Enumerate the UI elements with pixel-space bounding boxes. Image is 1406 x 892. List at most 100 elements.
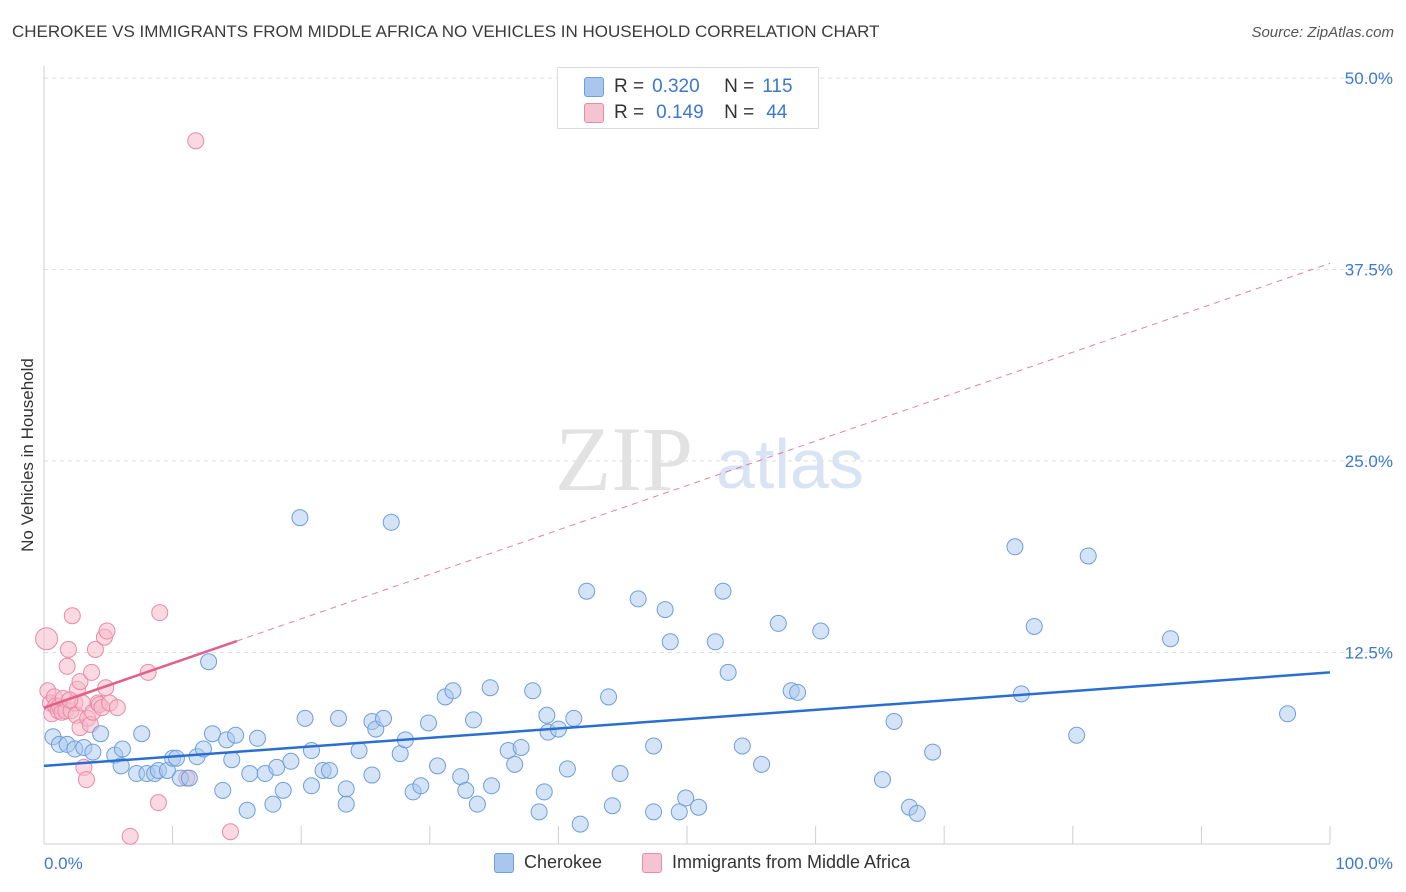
chart-title: CHEROKEE VS IMMIGRANTS FROM MIDDLE AFRIC… xyxy=(12,22,880,41)
cherokee-point xyxy=(924,743,942,761)
x-tick-label-min: 0.0% xyxy=(44,854,83,873)
cherokee-point xyxy=(645,803,663,821)
x-tick-label-max: 100.0% xyxy=(1335,854,1393,873)
source-label: Source: ZipAtlas.com xyxy=(1251,24,1394,41)
cherokee-point xyxy=(223,751,241,769)
cherokee-point xyxy=(337,795,355,813)
cherokee-point xyxy=(733,737,751,755)
legend-n-label: N = xyxy=(724,76,755,97)
legend-r-value: 0.149 xyxy=(656,102,704,123)
cherokee-point xyxy=(337,780,355,798)
cherokee-point xyxy=(468,795,486,813)
cherokee-point xyxy=(200,653,218,671)
cherokee-point xyxy=(645,737,663,755)
cherokee-point xyxy=(719,663,737,681)
cherokee-point xyxy=(302,777,320,795)
cherokee-point xyxy=(789,683,807,701)
africa-point xyxy=(151,604,169,622)
cherokee-point xyxy=(382,513,400,531)
cherokee-point xyxy=(706,633,724,651)
africa-point xyxy=(149,794,167,812)
legend-n-value: 115 xyxy=(762,76,793,97)
cherokee-point xyxy=(375,709,393,727)
africa-point xyxy=(108,699,126,717)
watermark: ZIP atlas xyxy=(555,408,864,510)
cherokee-point xyxy=(753,755,771,773)
cherokee-point xyxy=(203,725,221,743)
cherokee-point xyxy=(429,757,447,775)
africa-point xyxy=(63,607,81,625)
cherokee-point xyxy=(296,709,314,727)
cherokee-point xyxy=(465,711,483,729)
y-tick-label: 25.0% xyxy=(1345,452,1393,471)
y-tick-label: 12.5% xyxy=(1345,644,1393,663)
stats-legend: R = 0.320 N = 115 R = 0.149 N = 44 xyxy=(557,67,819,129)
cherokee-point xyxy=(578,582,596,600)
cherokee-point xyxy=(524,682,542,700)
cherokee-point xyxy=(444,682,462,700)
cherokee-point xyxy=(350,742,368,760)
cherokee-point xyxy=(538,706,556,724)
africa-point xyxy=(83,663,101,681)
trend-line-cherokee xyxy=(43,671,1331,768)
cherokee-point xyxy=(629,590,647,608)
cherokee-point xyxy=(238,801,256,819)
cherokee-point xyxy=(282,752,300,770)
legend-r-value: 0.320 xyxy=(652,76,700,97)
cherokee-point xyxy=(661,633,679,651)
cherokee-point xyxy=(908,804,926,822)
legend-swatch-africa xyxy=(642,852,662,873)
cherokee-point xyxy=(291,509,309,527)
cherokee-point xyxy=(670,803,688,821)
cherokee-point xyxy=(677,789,695,807)
cherokee-point xyxy=(268,758,286,776)
cherokee-point xyxy=(329,709,347,727)
cherokee-point xyxy=(1079,547,1097,565)
cherokee-point xyxy=(483,777,501,795)
cherokee-point xyxy=(112,757,130,775)
legend-row-cherokee: R = 0.320 N = 115 xyxy=(584,75,793,99)
y-tick-label: 50.0% xyxy=(1345,69,1393,88)
trend-lines xyxy=(43,262,1331,768)
cherokee-point xyxy=(457,781,475,799)
cherokee-point xyxy=(714,582,732,600)
cherokee-point xyxy=(113,740,131,758)
trend-line-africa xyxy=(43,639,238,709)
cherokee-point xyxy=(1068,726,1086,744)
cherokee-point xyxy=(363,766,381,784)
cherokee-point xyxy=(530,803,548,821)
legend-item-cherokee: Cherokee xyxy=(494,852,602,873)
legend-row-africa: R = 0.149 N = 44 xyxy=(584,101,787,125)
cherokee-point xyxy=(600,688,618,706)
cherokee-point xyxy=(248,729,266,747)
cherokee-point xyxy=(1025,617,1043,635)
legend-swatch-cherokee xyxy=(584,77,604,97)
cherokee-point xyxy=(320,761,338,779)
series-legend: Cherokee Immigrants from Middle Africa xyxy=(0,852,1406,878)
africa-point xyxy=(35,627,59,651)
africa-point xyxy=(71,673,89,691)
cherokee-point xyxy=(558,760,576,778)
cherokee-point xyxy=(512,738,530,756)
tick-labels: 12.5% 25.0% 37.5% 50.0% 0.0% 100.0% xyxy=(44,69,1393,873)
watermark-atlas: atlas xyxy=(716,425,864,503)
cherokee-point xyxy=(167,749,185,767)
legend-label-africa: Immigrants from Middle Africa xyxy=(672,852,911,872)
africa-point xyxy=(59,640,77,658)
legend-r-label: R = xyxy=(614,76,645,97)
y-tick-label: 37.5% xyxy=(1345,261,1393,280)
grid-layer xyxy=(44,77,1392,653)
cherokee-point xyxy=(133,725,151,743)
legend-r-label: R = xyxy=(614,102,645,123)
cherokee-point xyxy=(603,797,621,815)
cherokee-point xyxy=(1162,630,1180,648)
cherokee-point xyxy=(611,765,629,783)
cherokee-point xyxy=(535,783,553,801)
cherokee-point xyxy=(1006,538,1024,556)
legend-label-cherokee: Cherokee xyxy=(524,852,603,872)
trend-line-africa-extrapolated xyxy=(236,262,1331,642)
legend-n-value: 44 xyxy=(766,102,788,123)
legend-item-africa: Immigrants from Middle Africa xyxy=(642,852,910,873)
watermark-zip: ZIP xyxy=(555,408,693,510)
